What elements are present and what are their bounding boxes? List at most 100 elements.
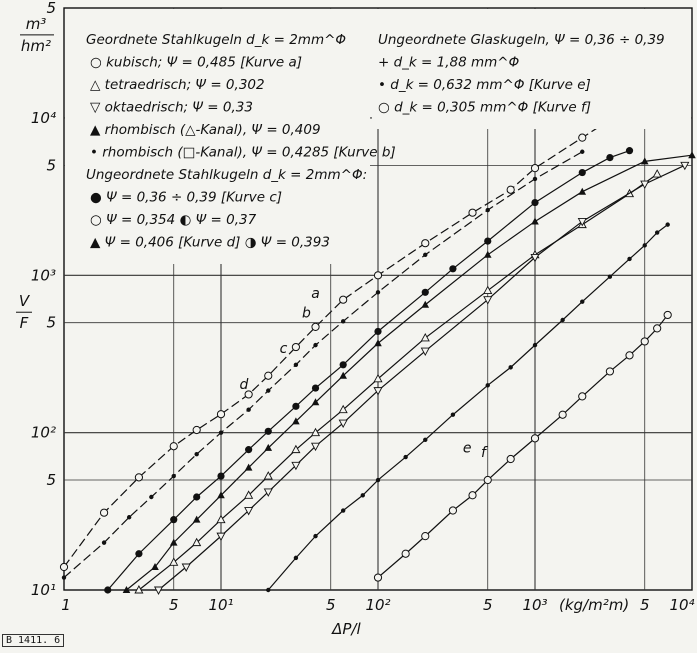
legend-left-line: • rhombisch (□-Kanal), Ψ = 0,4285 [Kurve…: [90, 145, 396, 161]
data-point: [134, 585, 144, 594]
x-tick-label: 5: [640, 596, 650, 614]
data-point: [423, 437, 428, 443]
series-6: [266, 222, 670, 593]
data-point: [171, 473, 176, 479]
data-point: [652, 169, 662, 178]
data-point: [169, 557, 179, 566]
data-point: [665, 222, 670, 227]
data-point: [654, 230, 660, 235]
data-point: [606, 153, 614, 162]
data-point: [421, 300, 430, 308]
series-layer: [59, 93, 696, 595]
legend-left-line: ● Ψ = 0,36 ÷ 0,39 [Kurve c]: [90, 190, 282, 206]
data-point: [578, 133, 587, 142]
data-point: [531, 217, 539, 225]
data-point: [680, 161, 690, 171]
legend-left-line: Geordnete Stahlkugeln d_k = 2mm^Φ: [86, 32, 346, 48]
data-point: [99, 508, 109, 517]
data-point: [313, 533, 318, 539]
data-point: [580, 149, 585, 154]
data-point: [292, 417, 300, 425]
data-point: [530, 434, 540, 443]
y-tick-label: 10¹: [31, 581, 56, 599]
data-point: [338, 419, 348, 429]
data-point: [373, 271, 383, 280]
data-point: [216, 532, 226, 542]
x-tick-label: 5: [169, 596, 179, 614]
data-point: [244, 390, 253, 399]
data-point: [291, 342, 301, 352]
data-point: [218, 430, 224, 435]
y-tick-label: 10²: [31, 424, 56, 442]
data-point: [401, 549, 410, 558]
data-point: [169, 538, 178, 546]
data-point: [153, 586, 164, 595]
x-axis-label: ΔP/l: [331, 620, 361, 638]
data-point: [580, 299, 585, 304]
data-point: [578, 187, 587, 195]
data-point: [192, 537, 202, 547]
data-point: [266, 388, 271, 393]
data-point: [450, 412, 456, 417]
y-axis-label-bottom: F: [20, 314, 29, 332]
data-point: [193, 493, 201, 501]
legend-left-line: △ tetraedrisch; Ψ = 0,302: [90, 77, 265, 93]
curve-label: e: [463, 440, 472, 456]
x-tick-label: 5: [483, 596, 493, 614]
y-axis-label-top: V: [19, 292, 31, 310]
data-point: [293, 555, 299, 561]
data-point: [216, 514, 226, 524]
data-point: [244, 490, 254, 499]
series-1: [61, 149, 585, 580]
data-point: [340, 319, 346, 324]
data-point: [61, 575, 67, 580]
data-point: [578, 392, 587, 401]
data-point: [560, 317, 565, 323]
data-point: [149, 494, 154, 500]
data-point: [421, 239, 430, 248]
data-point: [263, 471, 273, 480]
data-point: [448, 506, 458, 515]
series-7: [373, 310, 672, 582]
data-point: [627, 256, 632, 262]
data-point: [420, 332, 430, 342]
data-point: [339, 295, 348, 304]
legend-left-line: ▲ Ψ = 0,406 [Kurve d] ◑ Ψ = 0,393: [90, 235, 330, 251]
legend-left-line: Ungeordnete Stahlkugeln d_k = 2mm^Φ:: [86, 167, 367, 183]
data-point: [216, 410, 226, 419]
data-point: [291, 444, 301, 454]
data-point: [192, 515, 201, 523]
data-point: [532, 342, 538, 348]
y-tick-label: 5: [46, 0, 56, 17]
legend-left-background: [65, 9, 370, 264]
data-point: [640, 337, 649, 346]
data-point: [373, 373, 383, 383]
data-point: [338, 404, 348, 414]
curve-label: f: [481, 445, 488, 461]
data-point: [264, 371, 273, 380]
data-point: [577, 217, 587, 227]
data-point: [122, 586, 131, 593]
x-tick-label: 10²: [365, 596, 390, 614]
legend-left-line: ○ Ψ = 0,354 ◐ Ψ = 0,37: [90, 212, 257, 228]
legend-right-line: Ungeordnete Glaskugeln, Ψ = 0,36 ÷ 0,39: [378, 32, 665, 48]
series-line: [267, 224, 669, 591]
data-point: [311, 322, 320, 332]
series-3: [122, 151, 696, 593]
curve-label: c: [280, 341, 288, 357]
data-point: [506, 185, 515, 194]
series-line: [63, 96, 646, 568]
x-tick-label: 10⁴: [669, 596, 694, 614]
data-point: [420, 347, 430, 357]
data-point: [483, 296, 493, 305]
data-point: [311, 384, 320, 392]
data-point: [291, 461, 301, 471]
x-tick-label: 1: [61, 596, 71, 614]
data-point: [449, 265, 457, 273]
data-point: [688, 151, 696, 159]
curve-label: a: [311, 286, 320, 302]
series-line: [107, 150, 630, 591]
data-point: [468, 208, 477, 217]
x-unit-label: (kg/m²m): [559, 596, 629, 614]
